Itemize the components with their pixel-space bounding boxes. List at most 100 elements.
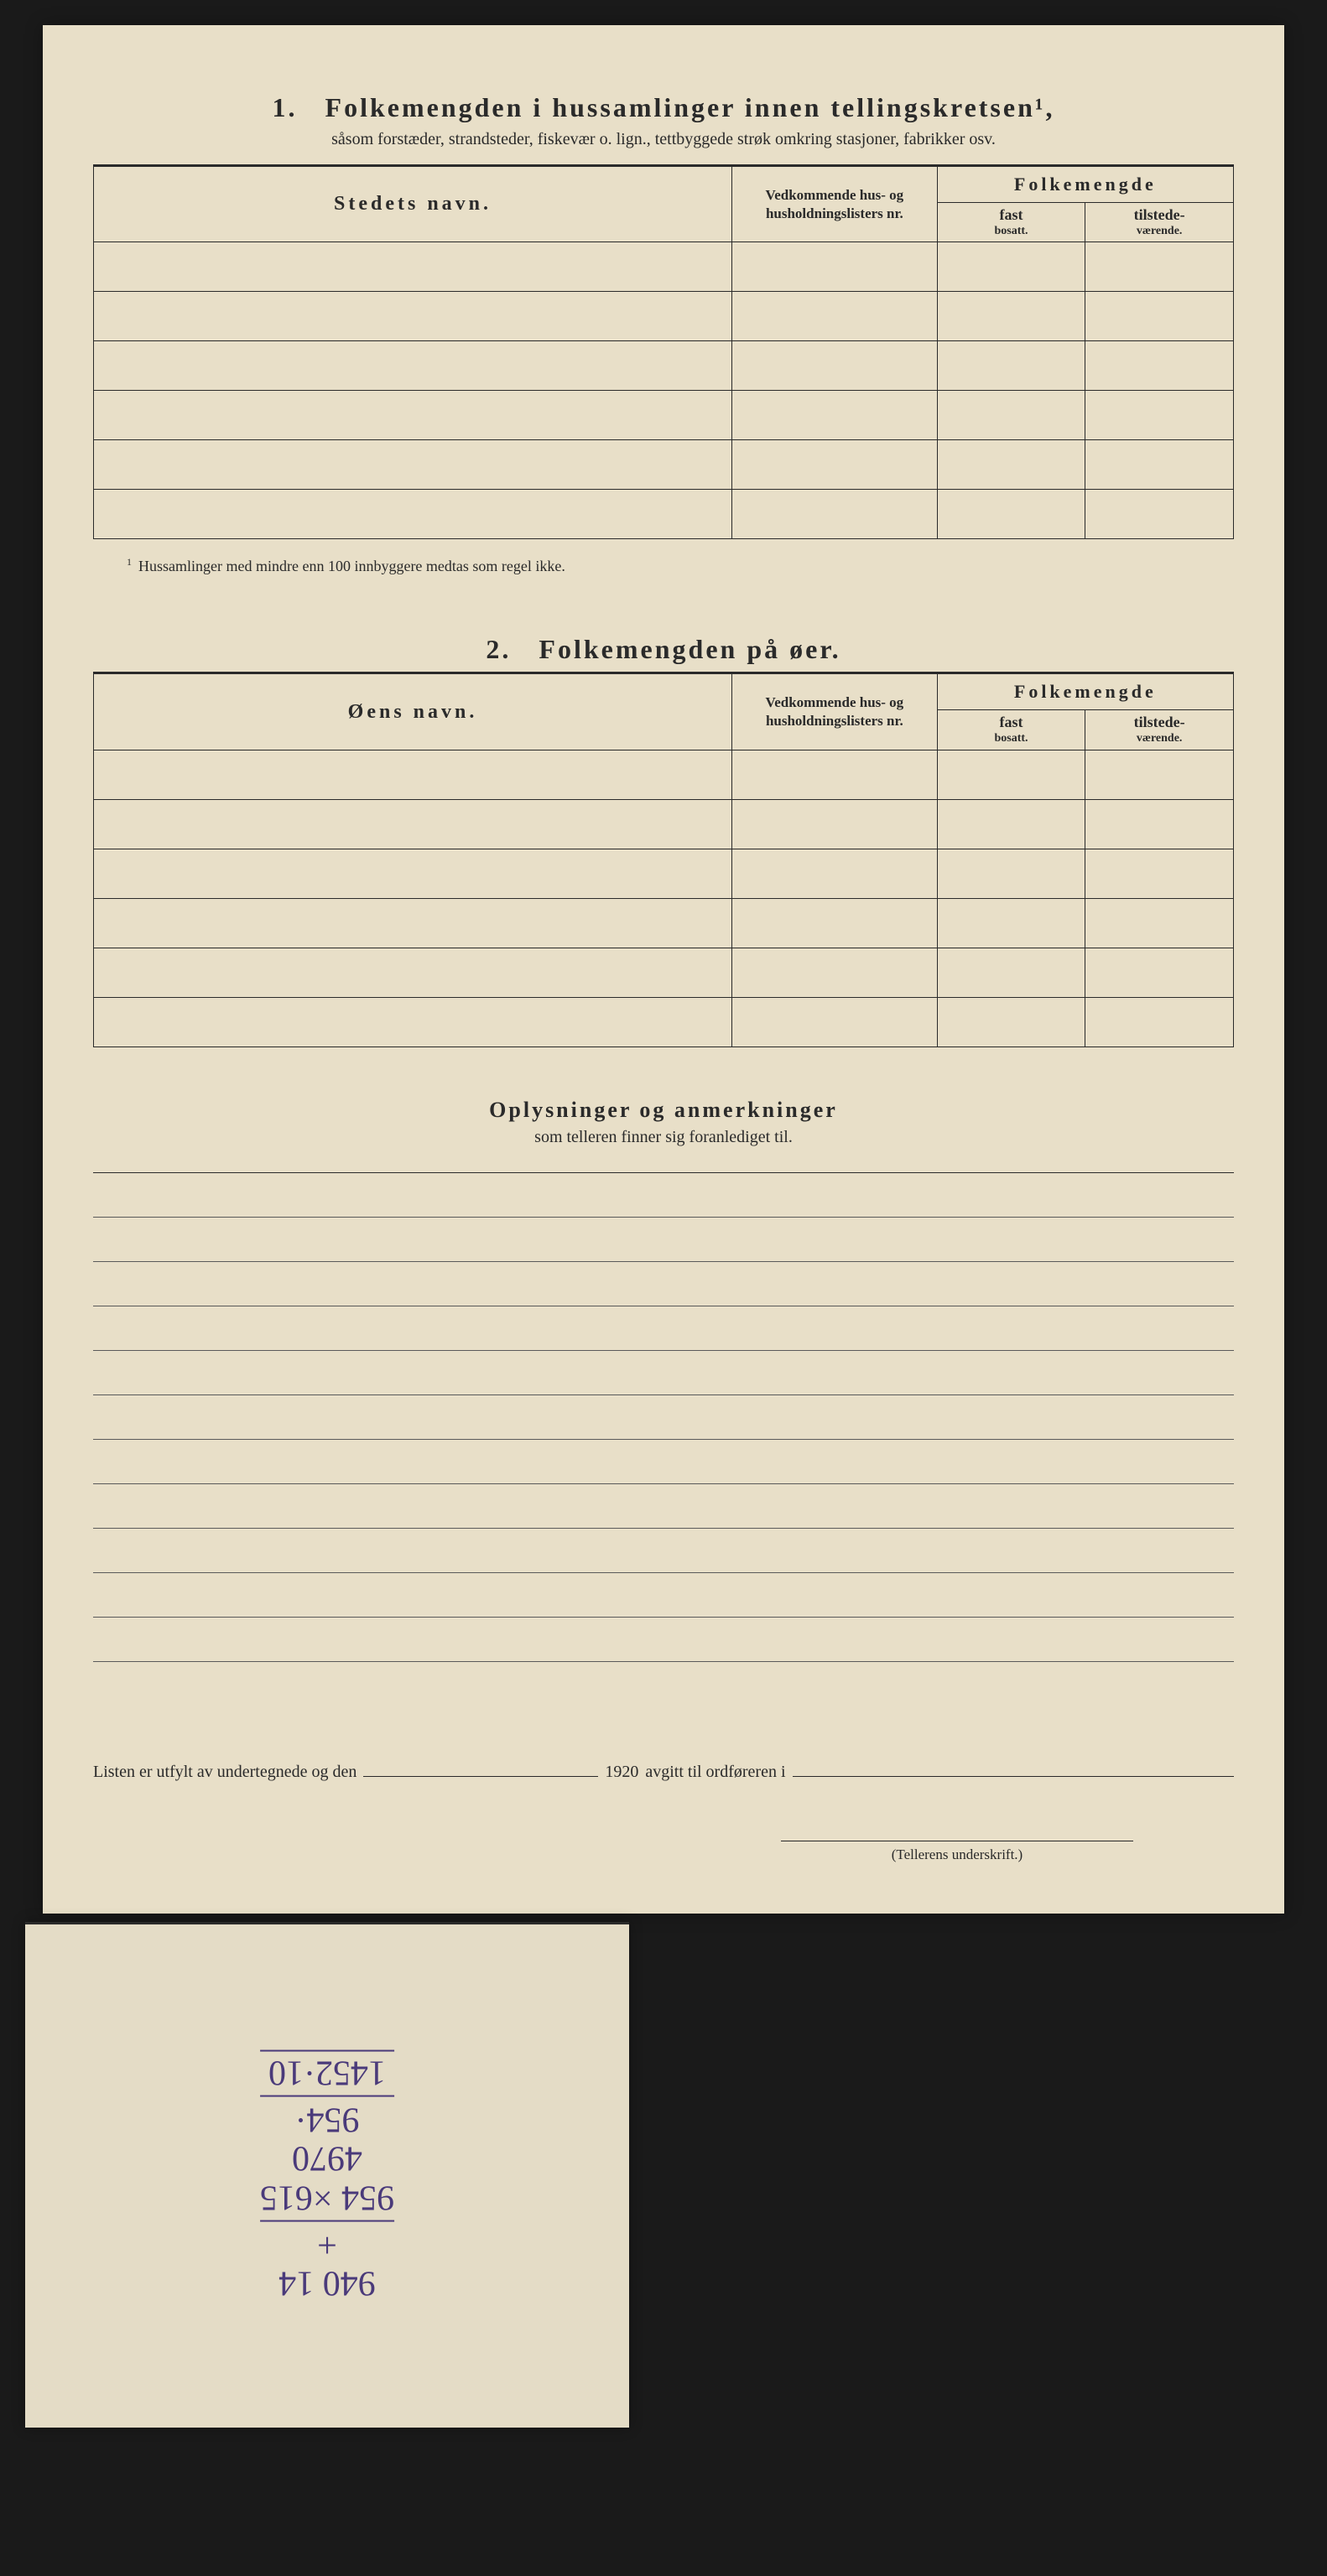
empty-cell	[937, 391, 1085, 440]
empty-cell	[94, 849, 732, 898]
table-row	[94, 490, 1234, 539]
empty-cell	[937, 242, 1085, 292]
col-stedets-navn: Stedets navn.	[94, 166, 732, 242]
empty-cell	[1085, 997, 1234, 1046]
section3-subtitle: som telleren finner sig foranlediget til…	[93, 1128, 1234, 1147]
ruled-line	[93, 1440, 1234, 1484]
empty-cell	[732, 849, 938, 898]
signoff-blank-date	[363, 1776, 598, 1777]
col-fast-sub: bosatt.	[943, 225, 1080, 239]
table-row	[94, 292, 1234, 341]
ruled-line	[93, 1351, 1234, 1395]
empty-cell	[1085, 440, 1234, 490]
empty-cell	[732, 490, 938, 539]
section2-title: Folkemengden på øer.	[539, 634, 840, 664]
empty-cell	[937, 341, 1085, 391]
table-row	[94, 440, 1234, 490]
empty-cell	[937, 750, 1085, 799]
document-page: 1. Folkemengden i hussamlinger innen tel…	[43, 25, 1284, 1914]
section1-heading: 1. Folkemengden i hussamlinger innen tel…	[93, 92, 1234, 123]
section2-heading: 2. Folkemengden på øer.	[93, 634, 1234, 665]
table-row	[94, 898, 1234, 948]
empty-cell	[1085, 391, 1234, 440]
empty-cell	[1085, 849, 1234, 898]
section2-rows	[94, 750, 1234, 1046]
col-lists: Vedkommende hus- og husholdningslisters …	[732, 166, 938, 242]
col-lists-2: Vedkommende hus- og husholdningslisters …	[732, 673, 938, 750]
signature-area: (Tellerens underskrift.)	[93, 1841, 1234, 1863]
empty-cell	[1085, 799, 1234, 849]
section1-table: Stedets navn. Vedkommende hus- og hushol…	[93, 164, 1234, 539]
col-tilst-label: tilstede-	[1134, 206, 1185, 223]
table-row	[94, 997, 1234, 1046]
empty-cell	[732, 997, 938, 1046]
empty-cell	[94, 341, 732, 391]
empty-cell	[94, 292, 732, 341]
ruled-line	[93, 1262, 1234, 1306]
empty-cell	[937, 849, 1085, 898]
col-fast-sub-2: bosatt.	[943, 732, 1080, 746]
col-fast: fast bosatt.	[937, 203, 1085, 242]
ruled-line	[93, 1573, 1234, 1618]
empty-cell	[94, 391, 732, 440]
signoff-blank-name	[793, 1776, 1234, 1777]
empty-cell	[1085, 948, 1234, 997]
empty-cell	[94, 898, 732, 948]
col-fast-2: fast bosatt.	[937, 710, 1085, 750]
footnote-text: Hussamlinger med mindre enn 100 innbygge…	[138, 558, 565, 574]
section1-rows	[94, 242, 1234, 539]
handwriting-line: 1452·10	[260, 2049, 394, 2091]
ruled-line	[93, 1529, 1234, 1573]
handwriting-line: 954·	[260, 2100, 394, 2138]
empty-cell	[94, 490, 732, 539]
empty-cell	[732, 242, 938, 292]
empty-cell	[937, 440, 1085, 490]
col-fast-label-2: fast	[999, 714, 1023, 730]
empty-cell	[94, 948, 732, 997]
empty-cell	[732, 341, 938, 391]
section2-table: Øens navn. Vedkommende hus- og husholdni…	[93, 672, 1234, 1046]
section1-number: 1.	[273, 92, 298, 122]
empty-cell	[937, 799, 1085, 849]
col-tilst-label-2: tilstede-	[1134, 714, 1185, 730]
section2-number: 2.	[486, 634, 511, 664]
signoff-middle: avgitt til ordføreren i	[645, 1763, 785, 1782]
empty-cell	[732, 799, 938, 849]
col-oens-navn: Øens navn.	[94, 673, 732, 750]
handwriting-line: 954 ×615	[260, 2178, 394, 2216]
ruled-line	[93, 1618, 1234, 1662]
section1-title: Folkemengden i hussamlinger innen tellin…	[325, 92, 1055, 122]
ruled-line	[93, 1306, 1234, 1351]
table-row	[94, 242, 1234, 292]
empty-cell	[732, 292, 938, 341]
table-row	[94, 849, 1234, 898]
section1-footnote: 1Hussamlinger med mindre enn 100 innbygg…	[127, 556, 1234, 575]
col-tilst-sub-2: værende.	[1090, 732, 1228, 746]
empty-cell	[94, 997, 732, 1046]
table-row	[94, 948, 1234, 997]
empty-cell	[937, 997, 1085, 1046]
signature-label: (Tellerens underskrift.)	[781, 1841, 1133, 1863]
calc-rule	[260, 2220, 394, 2221]
empty-cell	[937, 292, 1085, 341]
signoff-prefix: Listen er utfylt av undertegnede og den	[93, 1763, 356, 1782]
col-tilstede-2: tilstede- værende.	[1085, 710, 1234, 750]
empty-cell	[732, 440, 938, 490]
handwriting-line: 4970	[260, 2139, 394, 2178]
empty-cell	[1085, 292, 1234, 341]
ruled-line	[93, 1218, 1234, 1262]
ruled-line	[93, 1484, 1234, 1529]
handwriting-line: 940 14	[260, 2263, 394, 2302]
table-row	[94, 750, 1234, 799]
handwriting-line: +	[260, 2225, 394, 2263]
signoff-line: Listen er utfylt av undertegnede og den …	[93, 1763, 1234, 1782]
col-tilstede: tilstede- værende.	[1085, 203, 1234, 242]
empty-cell	[94, 440, 732, 490]
empty-cell	[1085, 490, 1234, 539]
empty-cell	[94, 750, 732, 799]
table-row	[94, 391, 1234, 440]
ruled-line	[93, 1173, 1234, 1218]
calc-rule	[260, 2095, 394, 2096]
notes-lines	[93, 1172, 1234, 1662]
col-folkemengde-2: Folkemengde	[937, 673, 1233, 710]
